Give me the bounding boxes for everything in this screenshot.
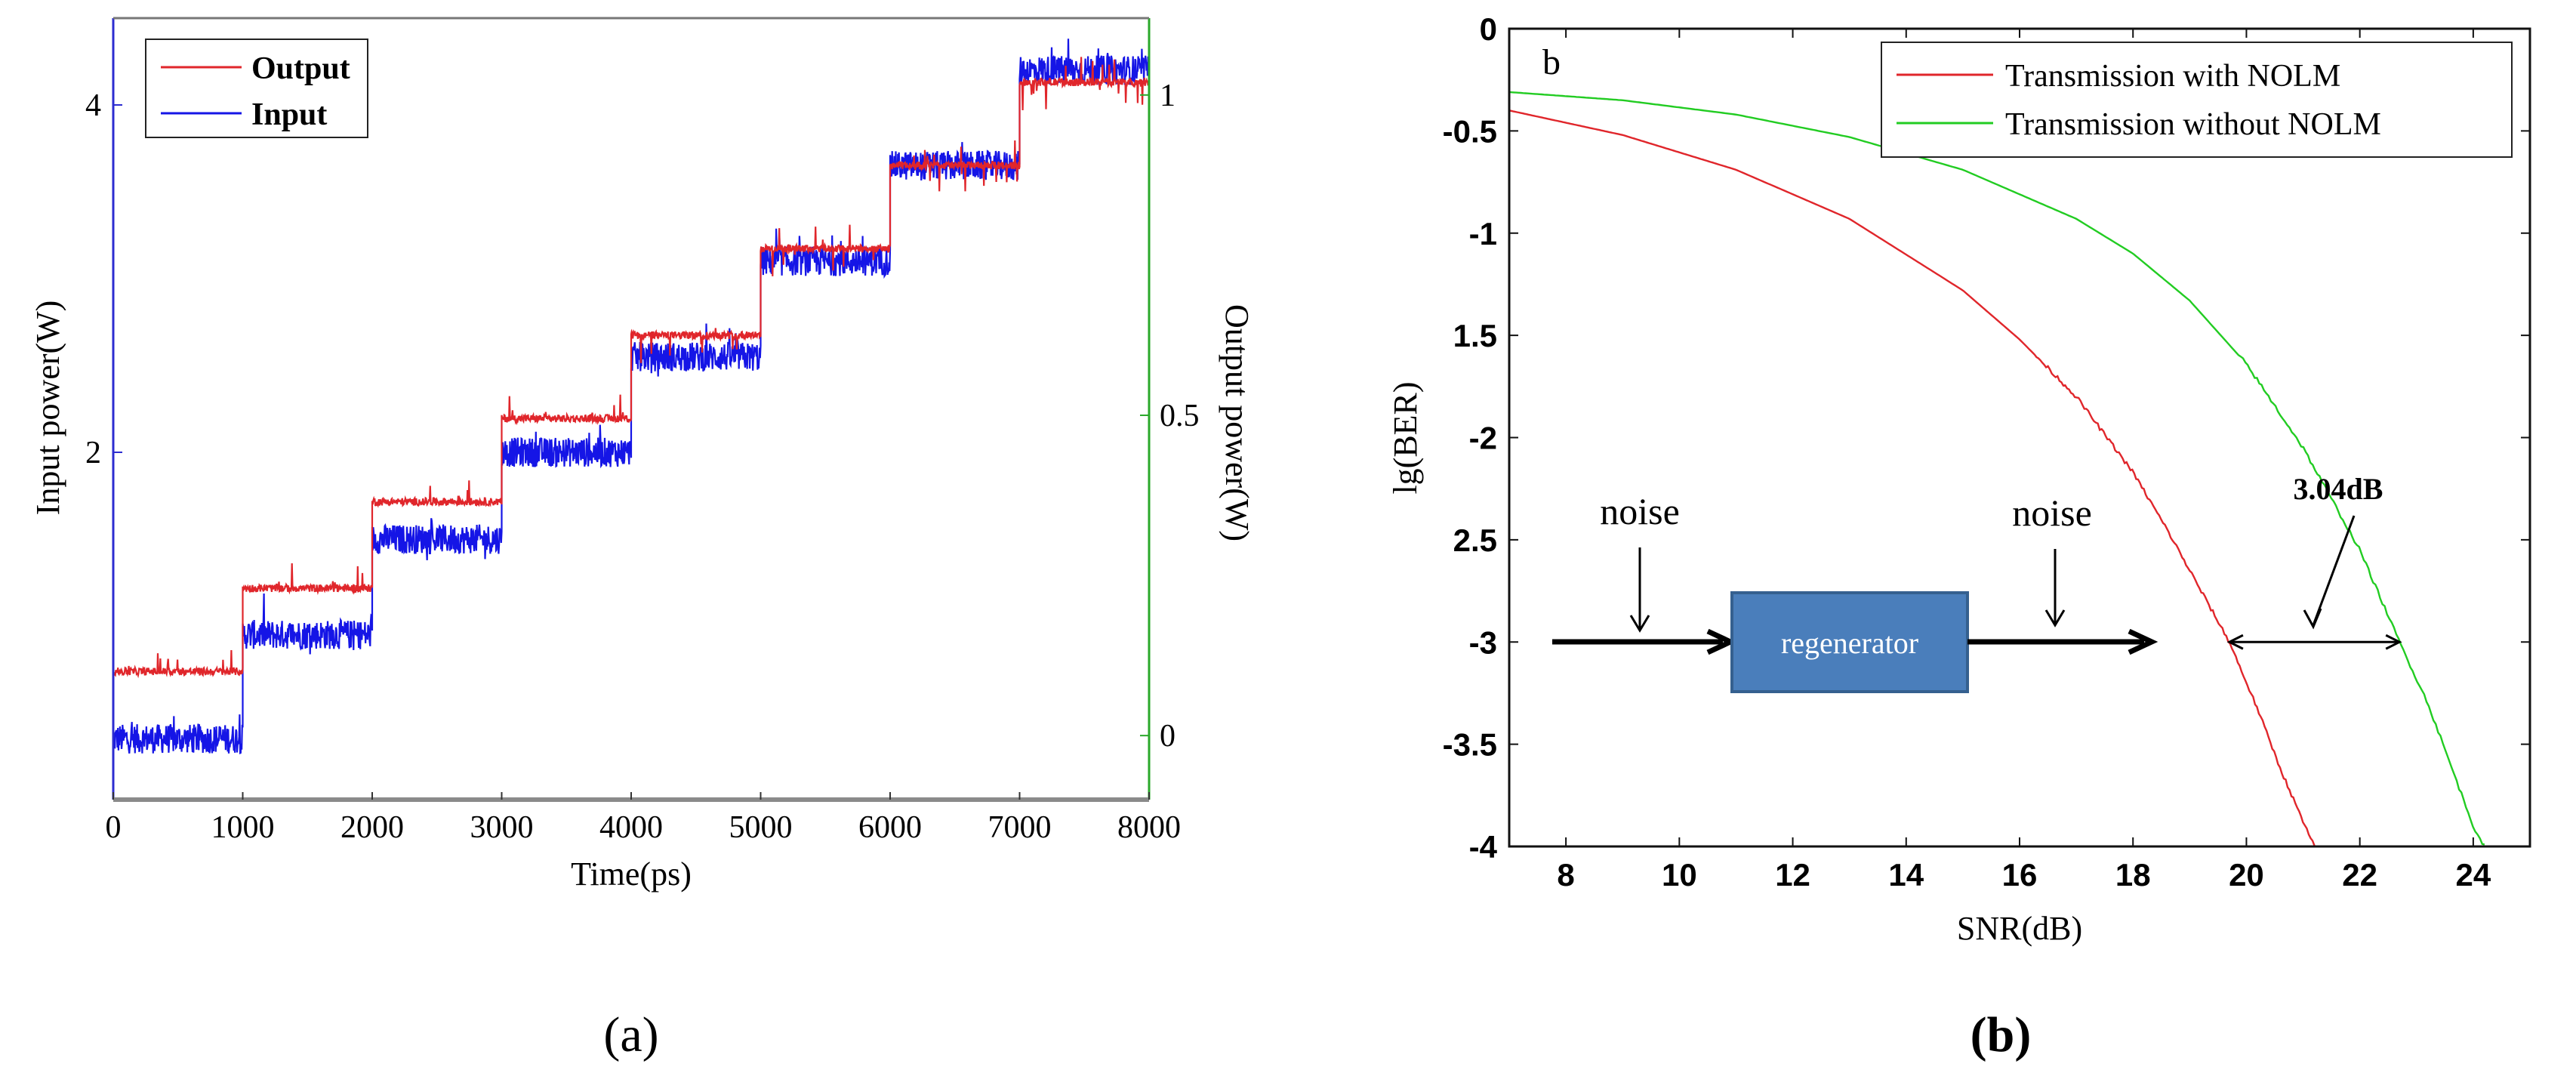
noise-arrowhead-right — [2044, 609, 2066, 627]
chart-b-y-tick-label: -3.5 — [1443, 727, 1497, 763]
snr-gap-pointer-head — [2303, 608, 2322, 630]
chart-a-xlabel: Time(ps) — [571, 856, 692, 893]
chart-b-ticks: 8 10 12 14 16 18 20 22 24 0 -0.5 -1 1.5 -2 2.5 -3 -3.5 -4 — [1443, 11, 2530, 893]
chart-b-x-tick-label: 18 — [2115, 857, 2151, 893]
snr-gap-arrowhead-right — [2385, 634, 2402, 650]
chart-a-x-tick-label: 5000 — [729, 810, 793, 845]
chart-a-x-tick-label: 3000 — [470, 810, 534, 845]
chart-a-series-group — [112, 39, 1151, 754]
chart-b-y-tick-label: -0.5 — [1443, 113, 1497, 149]
chart-b-y-tick-label: 1.5 — [1453, 318, 1497, 353]
chart-a: 0 1000 2000 3000 4000 5000 6000 7000 8000 2 4 0 0.5 1… — [29, 17, 1256, 1062]
chart-a-legend-label-output: Output — [251, 51, 350, 86]
chart-b-y-tick-label: -4 — [1469, 829, 1498, 865]
chart-b-y-tick-label: -2 — [1469, 421, 1497, 456]
snr-gap-annotation: 3.04dB — [2226, 472, 2402, 650]
chart-a-legend: Output Input — [145, 39, 368, 138]
snr-gap-pointer — [2312, 515, 2356, 626]
chart-a-x-tick-label: 1000 — [211, 810, 275, 845]
caption-b: (b) — [1971, 1007, 2032, 1062]
chart-a-x-tick-label: 0 — [106, 810, 122, 845]
snr-gap-arrowhead-left — [2226, 634, 2244, 650]
chart-b-series-group — [1508, 91, 2485, 846]
chart-a-x-tick-label: 7000 — [988, 810, 1052, 845]
inset-diagram: regenerator noise noise — [1552, 490, 2158, 693]
chart-a-left-tick-label: 2 — [85, 436, 101, 470]
noise-arrowhead-left — [1629, 615, 1650, 633]
chart-b-y-tick-label: -1 — [1469, 216, 1497, 251]
chart-b-legend-box — [1881, 42, 2513, 158]
chart-b-x-tick-label: 24 — [2456, 857, 2491, 893]
caption-a: (a) — [603, 1007, 658, 1062]
chart-a-x-tick-label: 2000 — [340, 810, 404, 845]
snr-gap-label: 3.04dB — [2294, 472, 2383, 506]
chart-b-x-tick-label: 12 — [1775, 857, 1810, 893]
chart-b-x-tick-label: 22 — [2342, 857, 2377, 893]
chart-a-x-tick-label: 8000 — [1117, 810, 1181, 845]
chart-a-x-tick-label: 4000 — [599, 810, 663, 845]
chart-b-plot-area — [1509, 29, 2530, 846]
chart-b-x-tick-label: 10 — [1662, 857, 1697, 893]
chart-a-x-tick-label: 6000 — [858, 810, 922, 845]
chart-b-legend: Transmission with NOLM Transmission with… — [1881, 42, 2513, 158]
chart-b-x-tick-label: 14 — [1888, 857, 1924, 893]
chart-b-y-tick-label: 0 — [1480, 11, 1497, 47]
chart-b-xlabel: SNR(dB) — [1957, 910, 2082, 947]
inset-output-arrowhead — [2128, 628, 2158, 655]
chart-a-right-tick-label: 1 — [1160, 79, 1176, 113]
chart-b-x-tick-label: 8 — [1557, 857, 1574, 893]
chart-a-ticks: 0 1000 2000 3000 4000 5000 6000 7000 8000 2 4 0 0.5 1 — [85, 79, 1200, 845]
chart-b: 8 10 12 14 16 18 20 22 24 0 -0.5 -1 1.5 -2 2.5 -3 -3.5 -4… — [1387, 11, 2531, 1062]
chart-a-series-output — [112, 57, 1151, 679]
chart-b-panel-label: b — [1542, 42, 1561, 82]
chart-b-series-with-nolm — [1508, 109, 2316, 846]
chart-a-legend-label-input: Input — [251, 97, 327, 132]
chart-b-series-without-nolm — [1508, 91, 2485, 846]
chart-b-y-tick-label: 2.5 — [1453, 523, 1497, 558]
chart-b-legend-label-no-nolm: Transmission without NOLM — [2005, 107, 2381, 142]
chart-a-legend-box — [145, 39, 368, 138]
regenerator-label: regenerator — [1781, 626, 1918, 660]
chart-b-x-tick-label: 20 — [2229, 857, 2264, 893]
chart-b-ylabel: lg(BER) — [1387, 381, 1424, 494]
chart-a-right-tick-label: 0.5 — [1160, 399, 1200, 433]
chart-b-x-tick-label: 16 — [2002, 857, 2038, 893]
chart-b-legend-label-nolm: Transmission with NOLM — [2005, 59, 2340, 94]
chart-a-ylabel-right: Output power(W) — [1219, 304, 1256, 541]
noise-label-right: noise — [2012, 492, 2092, 534]
noise-label-left: noise — [1600, 490, 1680, 532]
chart-a-ylabel-left: Input power(W) — [29, 301, 66, 516]
chart-b-y-tick-label: -3 — [1469, 624, 1497, 660]
chart-a-right-tick-label: 0 — [1160, 719, 1176, 754]
chart-a-left-tick-label: 4 — [85, 88, 101, 123]
regenerator-box — [1730, 591, 1969, 693]
